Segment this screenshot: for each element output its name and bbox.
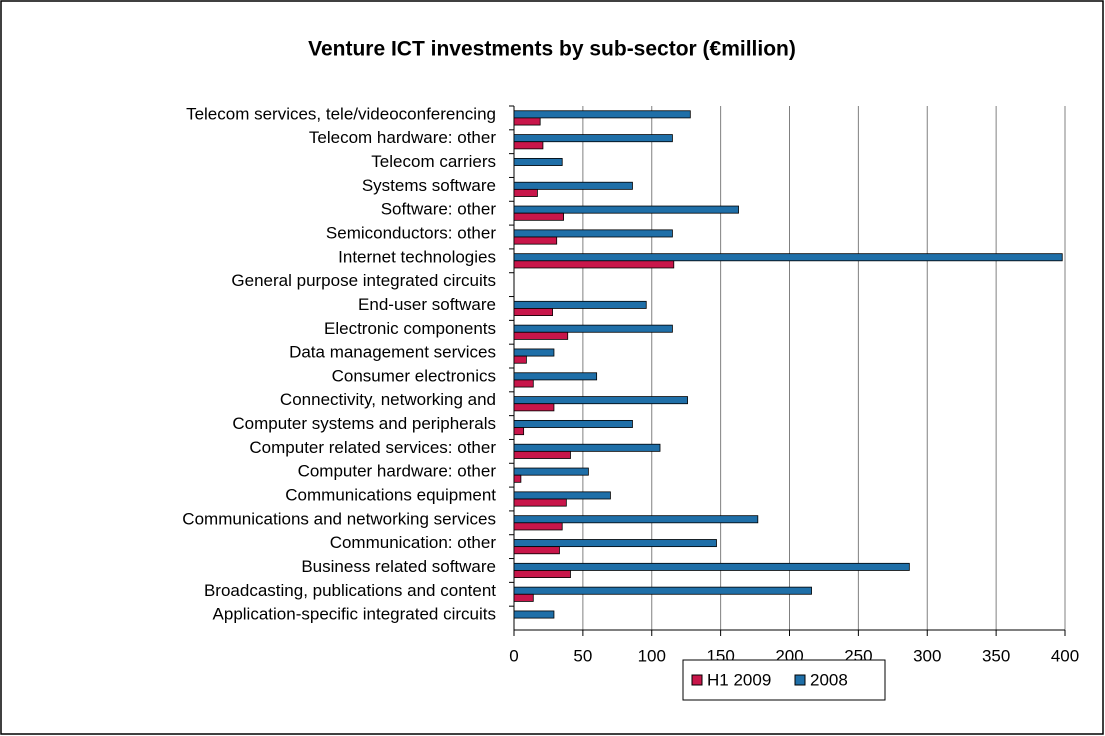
bar (513, 427, 525, 436)
bar (513, 110, 691, 119)
bar (513, 586, 812, 595)
bar (513, 562, 910, 571)
y-tick-label: End-user software (358, 295, 496, 314)
y-tick-label: Software: other (381, 200, 497, 219)
bar (513, 539, 717, 548)
bar (513, 141, 544, 150)
legend-label: H1 2009 (707, 670, 771, 689)
bar (513, 467, 589, 476)
y-tick-label: Connectivity, networking and (280, 390, 496, 409)
bar (513, 443, 661, 452)
bar (513, 419, 633, 428)
y-tick-label: Telecom hardware: other (309, 128, 496, 147)
legend-swatch (794, 674, 806, 686)
bar (513, 355, 527, 364)
bar (513, 570, 571, 578)
x-tick-label: 50 (573, 646, 592, 665)
y-tick-label: Semiconductors: other (326, 223, 496, 242)
bar (513, 403, 555, 412)
bar (513, 117, 541, 126)
x-tick-label: 300 (913, 646, 941, 665)
x-tick-label: 0 (509, 646, 518, 665)
bar (513, 474, 522, 483)
y-tick-label: Consumer electronics (332, 366, 496, 385)
bar (513, 157, 563, 166)
bar (513, 260, 675, 269)
bar (513, 331, 569, 340)
x-tick-label: 350 (982, 646, 1010, 665)
y-tick-label: Business related software (301, 557, 496, 576)
bar (513, 396, 688, 405)
bar (513, 450, 571, 459)
bar (513, 324, 673, 333)
bar (513, 236, 558, 245)
bar (513, 491, 611, 500)
y-tick-label: Computer hardware: other (298, 462, 497, 481)
y-tick-label: Communications equipment (285, 485, 496, 504)
legend-box (682, 659, 886, 701)
bar (513, 546, 560, 555)
y-tick-label: Electronic components (324, 319, 496, 338)
bar (513, 181, 633, 190)
bar (513, 205, 739, 214)
bar (513, 212, 564, 221)
bar (513, 372, 598, 381)
y-tick-label: Communications and networking services (182, 509, 496, 528)
y-tick-label: Internet technologies (338, 247, 496, 266)
y-tick-label: Computer systems and peripherals (232, 414, 496, 433)
bar (513, 253, 1063, 262)
x-tick-label: 400 (1051, 646, 1079, 665)
y-tick-label: Computer related services: other (249, 438, 496, 457)
bar (513, 522, 563, 531)
bar (513, 229, 673, 238)
bar (513, 593, 534, 602)
x-tick-label: 100 (638, 646, 666, 665)
y-tick-label: Communication: other (330, 533, 497, 552)
bar (513, 610, 555, 619)
y-tick-label: Broadcasting, publications and content (204, 581, 496, 600)
y-tick-label: Data management services (289, 343, 496, 362)
y-tick-label: Telecom services, tele/videoconferencing (186, 104, 496, 123)
chart-title: Venture ICT investments by sub-sector (€… (308, 38, 796, 61)
bar (513, 308, 553, 317)
bar (513, 188, 538, 197)
y-tick-label: General purpose integrated circuits (231, 271, 496, 290)
bar (513, 134, 673, 143)
legend-swatch (691, 674, 703, 686)
y-tick-label: Telecom carriers (371, 152, 496, 171)
bar (513, 515, 759, 524)
bar (513, 498, 567, 507)
bar (513, 300, 647, 309)
bar (513, 379, 534, 388)
y-tick-label: Systems software (362, 176, 496, 195)
bar (513, 348, 555, 357)
y-tick-label: Application-specific integrated circuits (213, 605, 496, 624)
legend-label: 2008 (810, 670, 848, 689)
